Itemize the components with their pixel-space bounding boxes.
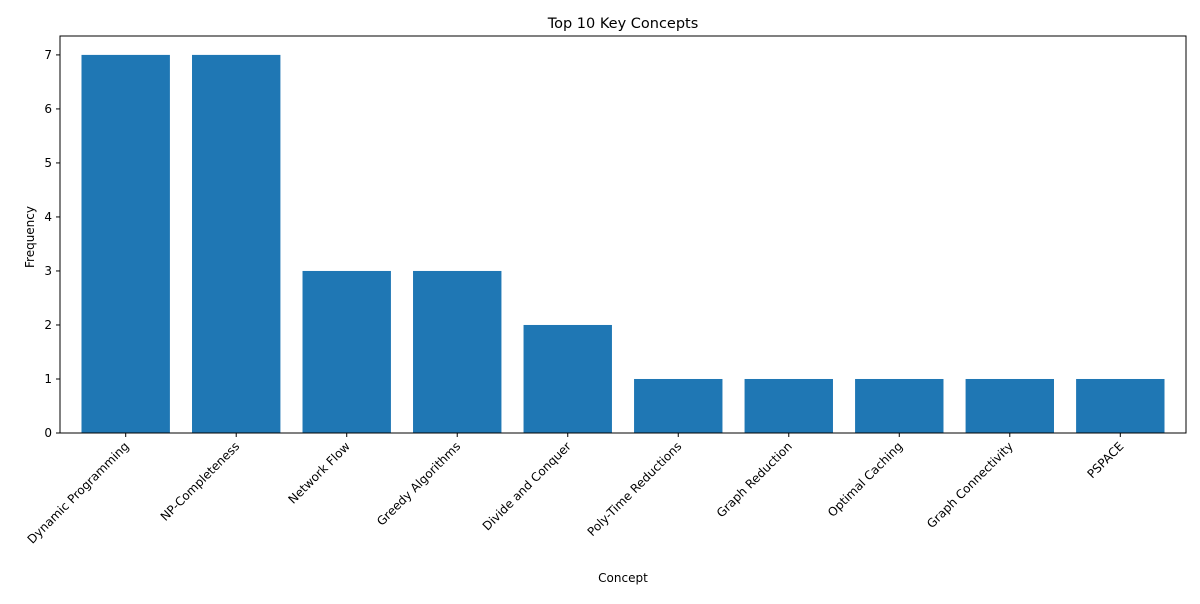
x-tick-label: Network Flow bbox=[285, 439, 353, 507]
x-tick-label: PSPACE bbox=[1085, 439, 1127, 481]
bar bbox=[413, 270, 502, 433]
x-axis: Dynamic Programming NP-Completeness Networ… bbox=[25, 433, 1127, 546]
x-tick-label: Optimal Caching bbox=[825, 439, 905, 519]
bar bbox=[81, 54, 170, 434]
y-tick-label: 4 bbox=[44, 210, 52, 224]
y-tick-label: 1 bbox=[44, 372, 52, 386]
bar bbox=[523, 324, 612, 433]
bar bbox=[302, 270, 391, 433]
x-axis-label: Concept bbox=[598, 571, 648, 585]
x-tick-label: Graph Reduction bbox=[714, 439, 795, 520]
x-tick-label: Poly-Time Reductions bbox=[585, 439, 685, 539]
y-axis-label: Frequency bbox=[23, 206, 37, 268]
y-tick-label: 0 bbox=[44, 426, 52, 440]
bar bbox=[744, 378, 833, 433]
y-axis: 0 1 2 3 4 5 6 7 bbox=[44, 48, 60, 440]
x-tick-label: Greedy Algorithms bbox=[374, 439, 463, 528]
chart-title: Top 10 Key Concepts bbox=[547, 16, 699, 32]
x-tick-label: NP-Completeness bbox=[158, 439, 243, 524]
x-tick-label: Divide and Conquer bbox=[480, 439, 574, 533]
plot-frame bbox=[59, 35, 1187, 434]
y-tick-label: 7 bbox=[44, 48, 52, 62]
bar bbox=[1076, 378, 1165, 433]
x-tick-label: Dynamic Programming bbox=[25, 439, 132, 546]
bars-group bbox=[81, 54, 1165, 434]
bar bbox=[634, 378, 723, 433]
y-tick-label: 5 bbox=[44, 156, 52, 170]
bar bbox=[855, 378, 944, 433]
y-tick-label: 2 bbox=[44, 318, 52, 332]
y-tick-label: 6 bbox=[44, 102, 52, 116]
y-tick-label: 3 bbox=[44, 264, 52, 278]
x-tick-label: Graph Connectivity bbox=[924, 439, 1016, 531]
bar bbox=[192, 54, 281, 434]
bar bbox=[965, 378, 1054, 433]
